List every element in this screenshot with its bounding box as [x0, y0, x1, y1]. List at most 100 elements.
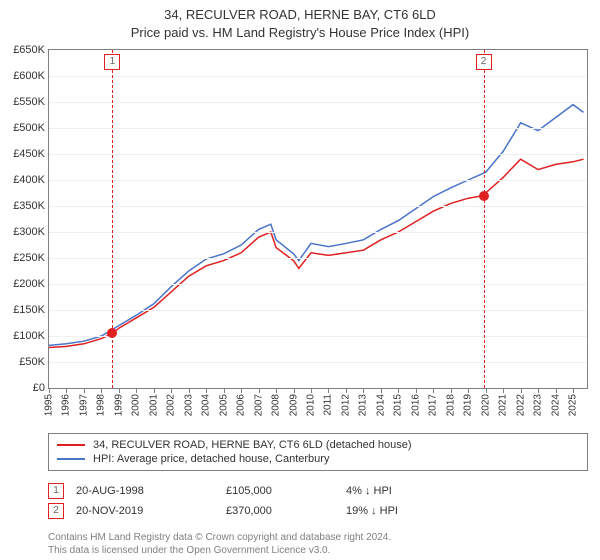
- y-gridline: [49, 232, 587, 233]
- y-gridline: [49, 258, 587, 259]
- sale-delta: 19% ↓ HPI: [346, 505, 456, 517]
- x-tick: 2011: [328, 388, 329, 393]
- y-gridline: [49, 180, 587, 181]
- sale-date: 20-NOV-2019: [76, 505, 226, 517]
- chart-legend: 34, RECULVER ROAD, HERNE BAY, CT6 6LD (d…: [48, 433, 588, 471]
- event-number-box: 2: [476, 54, 492, 70]
- x-tick-label: 1999: [113, 394, 124, 416]
- footer-line-2: This data is licensed under the Open Gov…: [48, 544, 588, 557]
- y-tick-label: £650K: [13, 44, 49, 56]
- x-tick: 2004: [206, 388, 207, 393]
- x-tick: 2001: [154, 388, 155, 393]
- sale-row: 1 20-AUG-1998 £105,000 4% ↓ HPI: [48, 481, 588, 501]
- chart-lines-svg: [49, 50, 587, 388]
- y-gridline: [49, 102, 587, 103]
- x-tick-label: 2000: [131, 394, 142, 416]
- x-tick: 2017: [433, 388, 434, 393]
- x-tick-label: 2014: [375, 394, 386, 416]
- x-tick: 2025: [573, 388, 574, 393]
- y-tick-label: £50K: [19, 356, 49, 368]
- x-tick: 1999: [119, 388, 120, 393]
- y-tick-label: £300K: [13, 226, 49, 238]
- sale-point-marker: [479, 191, 489, 201]
- sales-table: 1 20-AUG-1998 £105,000 4% ↓ HPI 2 20-NOV…: [48, 481, 588, 521]
- x-tick: 2022: [521, 388, 522, 393]
- x-tick-label: 2024: [550, 394, 561, 416]
- y-gridline: [49, 206, 587, 207]
- x-tick-label: 2009: [288, 394, 299, 416]
- x-tick: 1997: [84, 388, 85, 393]
- x-tick-label: 2021: [498, 394, 509, 416]
- x-tick-label: 2012: [340, 394, 351, 416]
- y-gridline: [49, 128, 587, 129]
- y-tick-label: £0: [33, 382, 49, 394]
- x-tick: 2018: [451, 388, 452, 393]
- x-tick-label: 2016: [410, 394, 421, 416]
- x-tick: 2014: [381, 388, 382, 393]
- x-tick: 2020: [486, 388, 487, 393]
- x-tick-label: 2013: [358, 394, 369, 416]
- y-gridline: [49, 154, 587, 155]
- event-line: [484, 50, 485, 388]
- legend-item-hpi: HPI: Average price, detached house, Cant…: [57, 452, 579, 466]
- y-gridline: [49, 76, 587, 77]
- sale-row: 2 20-NOV-2019 £370,000 19% ↓ HPI: [48, 501, 588, 521]
- y-gridline: [49, 336, 587, 337]
- y-tick-label: £600K: [13, 70, 49, 82]
- x-tick-label: 2015: [393, 394, 404, 416]
- legend-swatch-hpi: [57, 458, 85, 460]
- y-gridline: [49, 310, 587, 311]
- x-tick: 2010: [311, 388, 312, 393]
- x-tick: 2000: [136, 388, 137, 393]
- sale-marker-box: 1: [48, 483, 64, 499]
- x-tick: 2024: [556, 388, 557, 393]
- x-tick: 2007: [259, 388, 260, 393]
- x-tick-label: 2002: [166, 394, 177, 416]
- x-tick-label: 2010: [306, 394, 317, 416]
- footer-line-1: Contains HM Land Registry data © Crown c…: [48, 531, 588, 544]
- x-tick: 2015: [398, 388, 399, 393]
- x-tick-label: 2006: [236, 394, 247, 416]
- y-tick-label: £250K: [13, 252, 49, 264]
- x-tick-label: 2023: [533, 394, 544, 416]
- x-tick-label: 2007: [253, 394, 264, 416]
- x-tick: 2005: [224, 388, 225, 393]
- y-tick-label: £450K: [13, 148, 49, 160]
- x-tick-label: 2025: [568, 394, 579, 416]
- x-tick: 1996: [66, 388, 67, 393]
- sale-delta: 4% ↓ HPI: [346, 485, 456, 497]
- x-tick-label: 1997: [78, 394, 89, 416]
- x-tick: 2016: [416, 388, 417, 393]
- x-tick: 2013: [363, 388, 364, 393]
- sale-date: 20-AUG-1998: [76, 485, 226, 497]
- y-tick-label: £550K: [13, 96, 49, 108]
- x-tick: 2002: [171, 388, 172, 393]
- x-tick-label: 2022: [515, 394, 526, 416]
- footer-attribution: Contains HM Land Registry data © Crown c…: [48, 531, 588, 557]
- x-tick: 2012: [346, 388, 347, 393]
- title-subtitle: Price paid vs. HM Land Registry's House …: [0, 24, 600, 42]
- title-address: 34, RECULVER ROAD, HERNE BAY, CT6 6LD: [0, 6, 600, 24]
- x-tick-label: 1998: [96, 394, 107, 416]
- sale-price: £105,000: [226, 485, 346, 497]
- x-tick: 2008: [276, 388, 277, 393]
- x-tick: 2023: [538, 388, 539, 393]
- x-tick: 2019: [468, 388, 469, 393]
- x-tick-label: 2003: [183, 394, 194, 416]
- legend-label-hpi: HPI: Average price, detached house, Cant…: [93, 453, 329, 465]
- y-tick-label: £500K: [13, 122, 49, 134]
- x-tick-label: 2020: [480, 394, 491, 416]
- y-tick-label: £150K: [13, 304, 49, 316]
- legend-label-subject: 34, RECULVER ROAD, HERNE BAY, CT6 6LD (d…: [93, 439, 412, 451]
- x-tick: 2009: [294, 388, 295, 393]
- y-gridline: [49, 362, 587, 363]
- x-tick-label: 1996: [61, 394, 72, 416]
- sale-marker-box: 2: [48, 503, 64, 519]
- x-tick: 2021: [503, 388, 504, 393]
- x-tick-label: 2018: [445, 394, 456, 416]
- x-tick-label: 2004: [201, 394, 212, 416]
- x-tick: 1995: [49, 388, 50, 393]
- chart-title-block: 34, RECULVER ROAD, HERNE BAY, CT6 6LD Pr…: [0, 0, 600, 41]
- x-tick-label: 2008: [271, 394, 282, 416]
- legend-item-subject: 34, RECULVER ROAD, HERNE BAY, CT6 6LD (d…: [57, 438, 579, 452]
